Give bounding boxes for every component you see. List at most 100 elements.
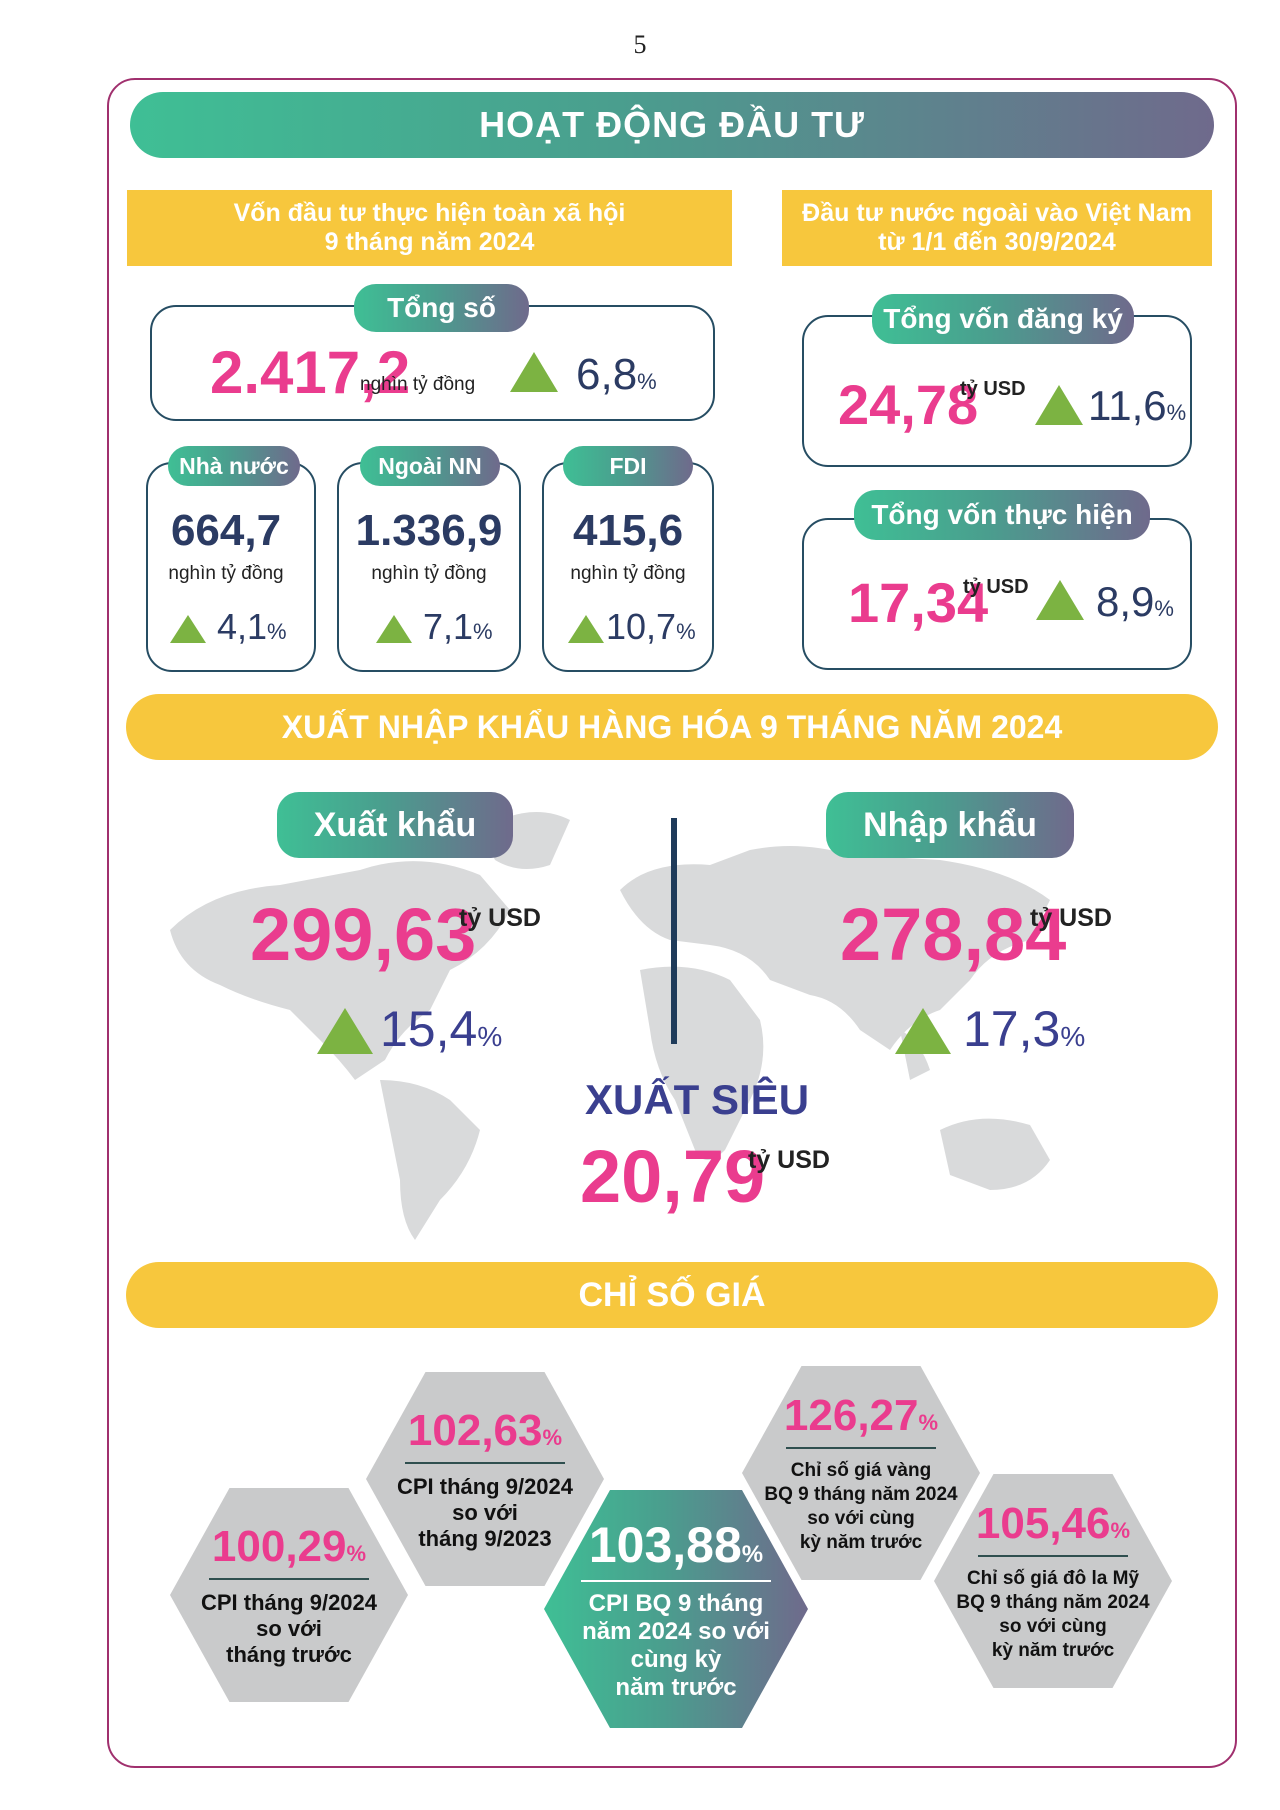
up-triangle-icon	[1036, 580, 1084, 620]
realized-label: Tổng vốn thực hiện	[871, 499, 1133, 530]
total-growth: 6,8%	[576, 350, 657, 400]
foreign-heading-line1: Đầu tư nước ngoài vào Việt Nam	[802, 199, 1192, 227]
total-value: 2.417,2	[210, 339, 411, 406]
import-growth-value: 17,3	[963, 1001, 1061, 1057]
realized-growth: 8,9%	[1096, 578, 1174, 626]
up-triangle-icon	[317, 1008, 373, 1054]
import-label: Nhập khẩu	[863, 805, 1037, 844]
world-map-icon	[170, 812, 1050, 1240]
non-state-label-pill: Ngoài NN	[360, 446, 500, 486]
cpi-month-line3: tháng trước	[226, 1642, 352, 1667]
social-heading-line2: 9 tháng năm 2024	[324, 228, 535, 256]
cpi-average-line4: năm trước	[615, 1674, 737, 1701]
realized-unit: tỷ USD	[963, 576, 1029, 598]
cpi-month-value: 100,29%	[211, 1522, 367, 1571]
investment-title: HOẠT ĐỘNG ĐẦU TƯ	[479, 104, 865, 145]
percent-sign: %	[1154, 596, 1174, 621]
foreign-heading-line2: từ 1/1 đến 30/9/2024	[878, 228, 1116, 256]
percent-sign: %	[267, 619, 287, 644]
cpi-month-line1: CPI tháng 9/2024	[200, 1590, 378, 1615]
cpi-month-line2: so với	[256, 1616, 322, 1641]
cpi-year-line2: so với	[452, 1500, 518, 1525]
usd-price-value: 105,46%	[975, 1499, 1131, 1548]
cpi-average-value: 103,88%	[588, 1517, 764, 1573]
non-state-investment-box	[337, 462, 521, 672]
gold-price-line3: so với cùng	[807, 1508, 915, 1529]
divider	[581, 1580, 771, 1582]
import-growth: 17,3%	[963, 1000, 1085, 1058]
non-state-unit: nghìn tỷ đồng	[371, 563, 487, 584]
registered-value: 24,78	[838, 373, 979, 436]
gold-price-line1: Chỉ số giá vàng	[790, 1460, 932, 1481]
foreign-investment-heading: Đầu tư nước ngoài vào Việt Nam từ 1/1 đế…	[782, 190, 1212, 266]
up-triangle-icon	[376, 615, 412, 643]
cpi-year-value: 102,63%	[407, 1406, 563, 1455]
realized-value: 17,34	[848, 571, 989, 634]
state-label-pill: Nhà nước	[168, 446, 300, 486]
fdi-growth-value: 10,7	[606, 606, 677, 647]
divider	[671, 818, 677, 1044]
up-triangle-icon	[895, 1008, 951, 1054]
registered-unit: tỷ USD	[960, 378, 1026, 400]
realized-growth-value: 8,9	[1096, 578, 1155, 625]
state-growth-value: 4,1	[217, 606, 268, 647]
usd-price-line4: kỳ năm trước	[991, 1640, 1115, 1661]
gold-price-line4: kỳ năm trước	[799, 1532, 923, 1553]
social-investment-heading: Vốn đầu tư thực hiện toàn xã hội 9 tháng…	[127, 190, 732, 266]
non-state-value: 1.336,9	[355, 506, 503, 555]
prices-banner: CHỈ SỐ GIÁ	[126, 1262, 1218, 1328]
state-unit: nghìn tỷ đồng	[168, 563, 284, 584]
usd-price-line1: Chỉ số giá đô la Mỹ	[966, 1568, 1140, 1589]
gold-price-line2: BQ 9 tháng năm 2024	[764, 1484, 958, 1505]
fdi-label-pill: FDI	[563, 446, 693, 486]
gold-price-value: 126,27%	[783, 1391, 939, 1440]
page-number: 5	[633, 30, 647, 59]
import-label-pill: Nhập khẩu	[826, 792, 1074, 858]
trade-title: XUẤT NHẬP KHẨU HÀNG HÓA 9 THÁNG NĂM 2024	[281, 708, 1063, 745]
registered-label-pill: Tổng vốn đăng ký	[872, 294, 1134, 344]
usd-price-line2: BQ 9 tháng năm 2024	[956, 1592, 1150, 1613]
total-unit: nghìn tỷ đồng	[360, 374, 476, 395]
divider	[405, 1462, 565, 1464]
non-state-growth-value: 7,1	[423, 606, 474, 647]
import-value: 278,84	[840, 893, 1067, 976]
cpi-year-line3: tháng 9/2023	[418, 1526, 552, 1551]
cpi-year-line1: CPI tháng 9/2024	[396, 1474, 574, 1499]
export-value: 299,63	[250, 893, 477, 976]
fdi-growth: 10,7%	[606, 606, 696, 648]
state-growth: 4,1%	[217, 606, 287, 648]
export-growth-value: 15,4	[380, 1001, 478, 1057]
state-label: Nhà nước	[179, 452, 289, 479]
non-state-growth: 7,1%	[423, 606, 493, 648]
divider	[209, 1578, 369, 1580]
registered-label: Tổng vốn đăng ký	[883, 303, 1123, 334]
realized-label-pill: Tổng vốn thực hiện	[854, 490, 1150, 540]
cpi-average-line1: CPI BQ 9 tháng	[588, 1590, 764, 1617]
divider	[786, 1447, 936, 1449]
investment-banner: HOẠT ĐỘNG ĐẦU TƯ	[130, 92, 1214, 158]
state-value: 664,7	[170, 506, 282, 555]
prices-title: CHỈ SỐ GIÁ	[578, 1275, 766, 1314]
registered-growth-value: 11,6	[1088, 382, 1167, 429]
page-frame	[107, 78, 1237, 1768]
surplus-value: 20,79	[580, 1135, 766, 1218]
percent-sign: %	[1060, 1021, 1086, 1052]
export-unit: tỷ USD	[459, 904, 541, 932]
non-state-label: Ngoài NN	[378, 452, 482, 479]
social-heading-line1: Vốn đầu tư thực hiện toàn xã hội	[233, 199, 626, 227]
cpi-average-line3: cùng kỳ	[630, 1646, 722, 1673]
usd-price-line3: so với cùng	[999, 1616, 1107, 1637]
percent-sign: %	[477, 1021, 503, 1052]
trade-banner: XUẤT NHẬP KHẨU HÀNG HÓA 9 THÁNG NĂM 2024	[126, 694, 1218, 760]
registered-growth: 11,6%	[1088, 382, 1186, 430]
total-label-pill: Tổng số	[354, 284, 529, 332]
export-label: Xuất khẩu	[313, 805, 477, 844]
total-label: Tổng số	[387, 292, 496, 323]
surplus-unit: tỷ USD	[748, 1146, 830, 1174]
percent-sign: %	[473, 619, 493, 644]
up-triangle-icon	[510, 352, 558, 392]
up-triangle-icon	[568, 615, 604, 643]
export-growth: 15,4%	[380, 1000, 502, 1058]
fdi-unit: nghìn tỷ đồng	[570, 563, 686, 584]
import-unit: tỷ USD	[1030, 904, 1112, 932]
